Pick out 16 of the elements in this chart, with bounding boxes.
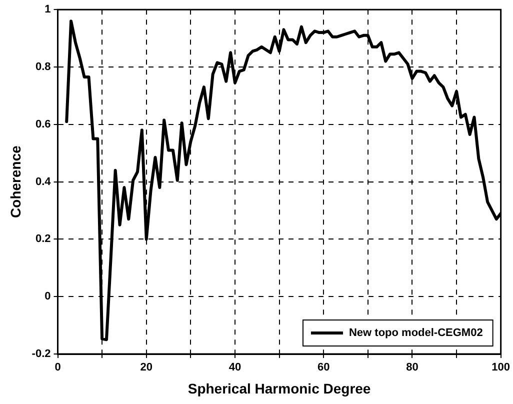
- y-tick-label: -0.2: [32, 348, 51, 360]
- x-tick-label: 100: [492, 362, 510, 374]
- x-tick-label: 40: [228, 362, 242, 374]
- x-tick-label: 80: [406, 362, 418, 374]
- y-axis-title: Coherence: [7, 145, 24, 218]
- x-axis-title: Spherical Harmonic Degree: [188, 380, 371, 396]
- y-tick-label: 0.8: [35, 61, 51, 74]
- y-tick-label: 0.4: [35, 176, 52, 188]
- y-tick-label: 0.6: [35, 118, 51, 130]
- x-tick-label: 20: [140, 362, 152, 374]
- y-tick-label: 0.2: [35, 233, 51, 246]
- y-tick-label: 0: [44, 290, 51, 303]
- x-tick-label: 0: [54, 362, 61, 374]
- legend-label: New topo model-CEGM02: [348, 327, 483, 340]
- x-tick-label: 60: [317, 362, 330, 374]
- y-tick-label: 1: [44, 4, 51, 16]
